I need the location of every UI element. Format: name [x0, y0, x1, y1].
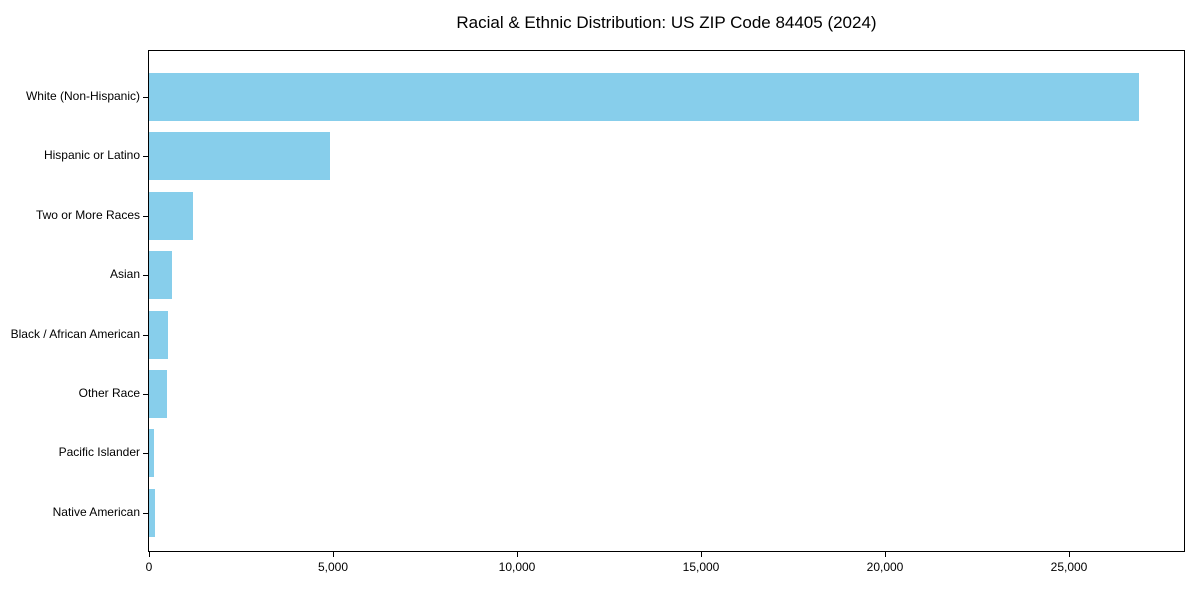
y-tick-mark: [143, 97, 148, 98]
y-tick-label: White (Non-Hispanic): [25, 89, 140, 103]
y-tick-label: Two or More Races: [35, 207, 140, 222]
y-tick-mark: [143, 215, 148, 217]
x-tick-label: 10,000: [498, 560, 536, 574]
y-tick-mark: [143, 275, 148, 277]
x-tick-mark: [516, 552, 518, 557]
bar-two-or-more-races: [149, 191, 194, 240]
y-tick-mark: [143, 394, 148, 395]
y-tick-label: Asian: [109, 267, 140, 282]
bar-black-african-american: [149, 310, 169, 359]
bar-native-american: [149, 488, 155, 537]
x-tick-label: 5,000: [317, 560, 349, 574]
y-tick-mark: [143, 334, 148, 336]
bar-asian: [149, 251, 172, 300]
x-tick-mark: [884, 552, 886, 557]
y-tick-label: Black / African American: [10, 326, 140, 341]
x-tick-mark: [148, 552, 150, 557]
bar-white-non-hispanic: [149, 73, 1139, 121]
y-tick-mark: [143, 453, 148, 455]
plot-area: [148, 50, 1185, 552]
y-tick-label: Pacific Islander: [58, 445, 140, 460]
x-tick-label: 0: [145, 560, 153, 574]
x-tick-label: 25,000: [1050, 560, 1088, 574]
y-tick-label: Other Race: [78, 386, 140, 400]
x-tick-label: 15,000: [682, 560, 720, 574]
x-tick-label: 20,000: [866, 560, 904, 574]
y-tick-label: Hispanic or Latino: [43, 148, 140, 163]
x-tick-mark: [700, 552, 702, 557]
y-tick-mark: [143, 512, 148, 514]
bar-other-race: [149, 370, 167, 418]
x-tick-mark: [332, 552, 334, 557]
chart-title: Racial & Ethnic Distribution: US ZIP Cod…: [456, 13, 877, 32]
y-tick-label: Native American: [52, 504, 140, 519]
y-tick-mark: [143, 156, 148, 158]
x-tick-mark: [1068, 552, 1070, 557]
bar-pacific-islander: [149, 429, 155, 478]
bar-hispanic-or-latino: [149, 132, 331, 181]
